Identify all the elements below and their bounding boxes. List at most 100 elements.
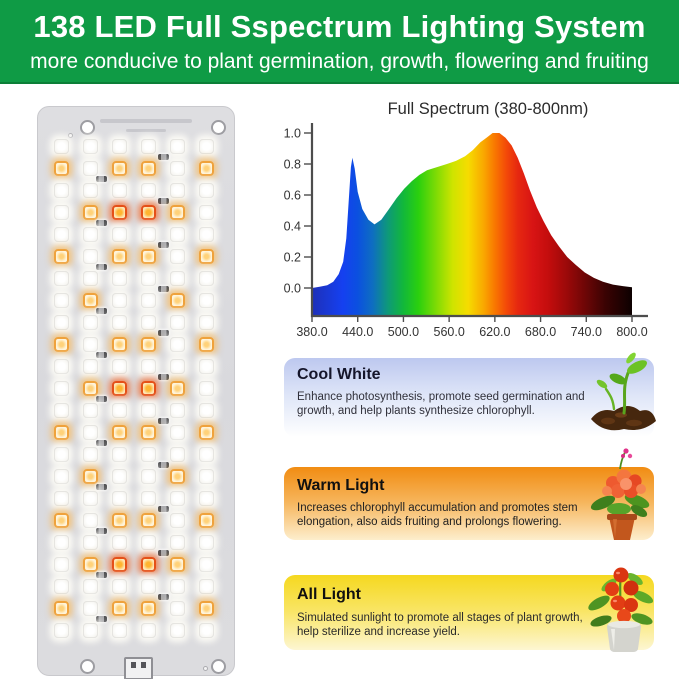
white-led [198,292,214,308]
card-description: Increases chlorophyll accumulation and p… [297,502,578,528]
white-led [198,270,214,286]
white-led [111,534,127,550]
white-led [198,402,214,418]
white-led [169,600,185,616]
white-led [198,556,214,572]
warm-led [111,512,127,528]
screw-hole-icon [211,659,226,674]
white-led [140,402,156,418]
warm-led [53,248,69,264]
warm-led [198,160,214,176]
white-led [198,226,214,242]
white-led [140,182,156,198]
white-led [169,248,185,264]
warm-led [53,336,69,352]
white-led [111,314,127,330]
white-led [82,248,98,264]
white-led [140,468,156,484]
warm-led [169,380,185,396]
white-led [111,578,127,594]
chart-title: Full Spectrum (380-800nm) [388,100,589,118]
white-led [111,358,127,374]
white-led [53,490,69,506]
warm-led [198,248,214,264]
resistor-icon [157,374,169,380]
warm-led [169,204,185,220]
white-led [82,402,98,418]
white-led [140,270,156,286]
resistor-icon [95,528,107,534]
card-title: All Light [297,586,361,603]
warm-led [82,380,98,396]
x-tick-label: 740.0 [571,325,602,339]
white-led [82,182,98,198]
resistor-icon [95,572,107,578]
connector-pin-icon [141,662,146,668]
resistor-icon [95,352,107,358]
white-led [140,314,156,330]
white-led [82,160,98,176]
warm-light-card: Warm Light Increases chlorophyll accumul… [284,467,654,540]
white-led [82,138,98,154]
white-led [82,578,98,594]
white-led [198,182,214,198]
white-led [140,358,156,374]
white-led [198,490,214,506]
screw-hole-icon [211,120,226,135]
warm-led [140,424,156,440]
white-led [53,270,69,286]
white-led [111,402,127,418]
white-led [53,622,69,638]
pcb-dot-icon [203,666,208,671]
warm-led [82,292,98,308]
white-led [111,490,127,506]
x-tick-label: 680.0 [525,325,556,339]
spectrum-area-series [312,133,632,316]
white-led [198,380,214,396]
tomato-plant-illustration [588,567,654,652]
y-tick-label: 0.2 [284,251,301,265]
white-led [169,358,185,374]
screw-hole-icon [80,659,95,674]
white-led [53,446,69,462]
white-led [53,358,69,374]
x-tick-label: 380.0 [296,325,327,339]
white-led [82,622,98,638]
white-led [111,138,127,154]
red-led [111,380,127,396]
resistor-icon [157,286,169,292]
warm-led [140,336,156,352]
white-led [198,138,214,154]
white-led [140,622,156,638]
warm-led [169,468,185,484]
resistor-icon [95,176,107,182]
white-led [140,490,156,506]
white-led [140,292,156,308]
led-panel [37,106,235,679]
card-description: Simulated sunlight to promote all stages… [297,612,583,638]
white-led [111,182,127,198]
connector-pin-icon [131,662,136,668]
warm-led [53,512,69,528]
white-led [169,226,185,242]
white-led [169,622,185,638]
chart-tick-labels: 1.0 0.8 0.6 0.4 0.2 0.0 380.0 440.0 500.0 560.0 62… [284,127,648,340]
white-led [169,512,185,528]
white-led [82,534,98,550]
white-led [169,314,185,330]
page-title: 138 LED Full Sspectrum Lighting System [33,9,646,44]
warm-led [82,204,98,220]
white-led [198,534,214,550]
y-tick-label: 0.6 [284,189,301,203]
resistor-icon [157,594,169,600]
warm-led [140,160,156,176]
warm-led [53,424,69,440]
x-tick-label: 440.0 [342,325,373,339]
silkscreen-text [126,129,166,132]
white-led [140,578,156,594]
resistor-icon [157,198,169,204]
pcb-dot-icon [68,133,73,138]
white-led [169,578,185,594]
resistor-icon [157,506,169,512]
white-led [169,490,185,506]
